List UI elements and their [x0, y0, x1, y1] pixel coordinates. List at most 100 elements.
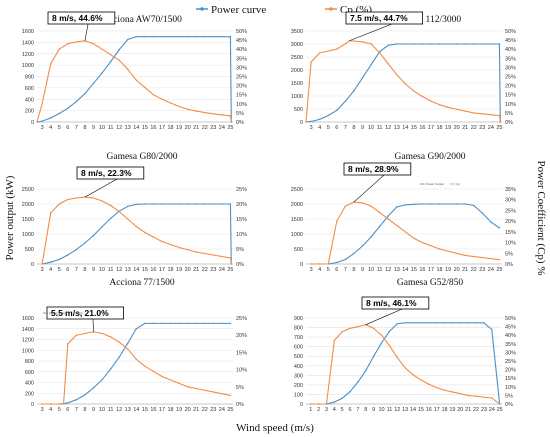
x-tick-label: 25 — [227, 125, 233, 131]
legend-cp-marker — [329, 7, 333, 11]
cp-point — [380, 334, 383, 336]
x-tick-label: 22 — [202, 267, 208, 273]
x-tick-label: 12 — [116, 267, 122, 273]
x-tick-label: 17 — [159, 125, 165, 131]
y-right-tick-label: 20% — [505, 368, 516, 374]
annotation-leader — [353, 174, 385, 203]
power-point — [101, 226, 103, 228]
power-point — [144, 203, 146, 205]
x-tick-label: 21 — [462, 125, 468, 131]
x-tick-label: 25 — [497, 407, 503, 413]
y-right-tick-label: 5% — [236, 111, 244, 117]
x-tick-label: 12 — [385, 267, 391, 273]
power-point — [195, 322, 197, 325]
panel-title: Acciona AW70/1500 — [102, 15, 182, 25]
power-point — [428, 322, 430, 324]
y-left-tick-label: 600 — [294, 345, 303, 351]
power-curve-line — [36, 36, 232, 123]
y-right-tick-label: 40% — [505, 47, 516, 53]
y-right-tick-label: 25% — [505, 75, 516, 81]
cp-point — [396, 356, 399, 359]
cp-point — [349, 327, 351, 330]
x-tick-label: 15 — [411, 125, 417, 131]
y-left-tick-label: 2000 — [22, 202, 34, 208]
x-tick-label: 6 — [66, 125, 69, 131]
cp-point — [341, 331, 343, 333]
power-point — [58, 258, 60, 261]
cp-point — [62, 403, 65, 405]
cp-point — [481, 113, 484, 115]
y-right-tick-label: 20% — [236, 202, 247, 208]
y-right-tick-label: 10% — [505, 385, 516, 391]
x-tick-label: 3 — [310, 125, 313, 131]
power-point — [498, 43, 501, 45]
x-tick-label: 11 — [108, 125, 114, 131]
power-point — [370, 64, 372, 66]
y-left-tick-label: 0 — [31, 262, 34, 268]
x-tick-label: 8 — [83, 267, 86, 273]
cp-point — [229, 257, 232, 259]
x-tick-label: 10 — [99, 267, 105, 273]
power-point — [152, 322, 155, 325]
y-right-tick-label: 5% — [505, 251, 513, 257]
cp-point — [498, 403, 501, 405]
chart-panel-4: 0 500 1000 1500 2000 2500 0% 5% 10% 15% 20% 25% 30% 3… — [291, 152, 516, 273]
x-tick-label: 19 — [445, 125, 451, 131]
x-tick-label: 24 — [219, 267, 225, 273]
y-left-tick-label: 500 — [294, 247, 303, 253]
x-tick-label: 20 — [185, 267, 191, 273]
cp-point — [75, 334, 78, 336]
x-tick-label: 9 — [92, 125, 95, 131]
left-axis-label: Power output (kW) — [4, 175, 16, 260]
x-tick-label: 22 — [471, 125, 477, 131]
annotation-box — [345, 11, 423, 25]
y-left-tick-label: 1000 — [291, 232, 303, 238]
power-point — [481, 43, 484, 45]
cp-point — [152, 236, 155, 238]
y-left-tick-label: 800 — [294, 326, 303, 332]
panel-title: Gamesa G52/850 — [397, 278, 463, 288]
power-point — [118, 356, 120, 358]
y-left-tick-label: 2000 — [291, 202, 303, 208]
power-point — [365, 369, 367, 372]
y-left-tick-label: 800 — [25, 359, 34, 365]
y-left-tick-label: 500 — [294, 354, 303, 360]
y-right-tick-label: 25% — [505, 359, 516, 365]
power-point — [464, 203, 466, 205]
x-tick-label: 9 — [372, 407, 375, 413]
power-point — [387, 44, 389, 46]
y-left-tick-label: 1400 — [22, 40, 34, 46]
x-axis-label: Wind speed (m/s) — [236, 422, 314, 434]
power-point — [357, 381, 359, 383]
y-right-tick-label: 20% — [236, 333, 247, 339]
cp-point — [317, 403, 320, 405]
x-tick-label: 17 — [428, 125, 434, 131]
power-point — [467, 322, 469, 324]
y-right-tick-label: 10% — [236, 102, 247, 108]
x-tick-label: 13 — [125, 267, 131, 273]
y-left-tick-label: 500 — [25, 247, 34, 253]
x-tick-label: 17 — [428, 267, 434, 273]
y-left-tick-label: 500 — [294, 107, 303, 113]
cp-point — [195, 110, 197, 112]
cp-point — [443, 389, 446, 391]
y-right-tick-label: 50% — [236, 29, 247, 35]
x-tick-label: 13 — [402, 407, 408, 413]
cp-point — [49, 63, 52, 65]
x-tick-label: 15 — [411, 267, 417, 273]
y-left-tick-label: 1000 — [22, 348, 34, 354]
y-right-tick-label: 50% — [505, 316, 516, 322]
power-point — [135, 328, 137, 330]
cp-point — [41, 103, 43, 105]
power-point — [430, 43, 432, 45]
cp-point — [430, 100, 432, 102]
x-tick-label: 22 — [202, 125, 208, 131]
power-point — [109, 61, 112, 63]
chart-panel-2: 0 500 1000 1500 2000 2500 3000 3500 0% 5% 10% 15% 20… — [291, 11, 516, 131]
power-point — [361, 77, 364, 79]
y-left-tick-label: 200 — [25, 109, 34, 115]
cp-point — [229, 115, 232, 117]
power-point — [204, 322, 206, 325]
power-point — [344, 258, 347, 261]
y-left-tick-label: 1000 — [291, 94, 303, 100]
